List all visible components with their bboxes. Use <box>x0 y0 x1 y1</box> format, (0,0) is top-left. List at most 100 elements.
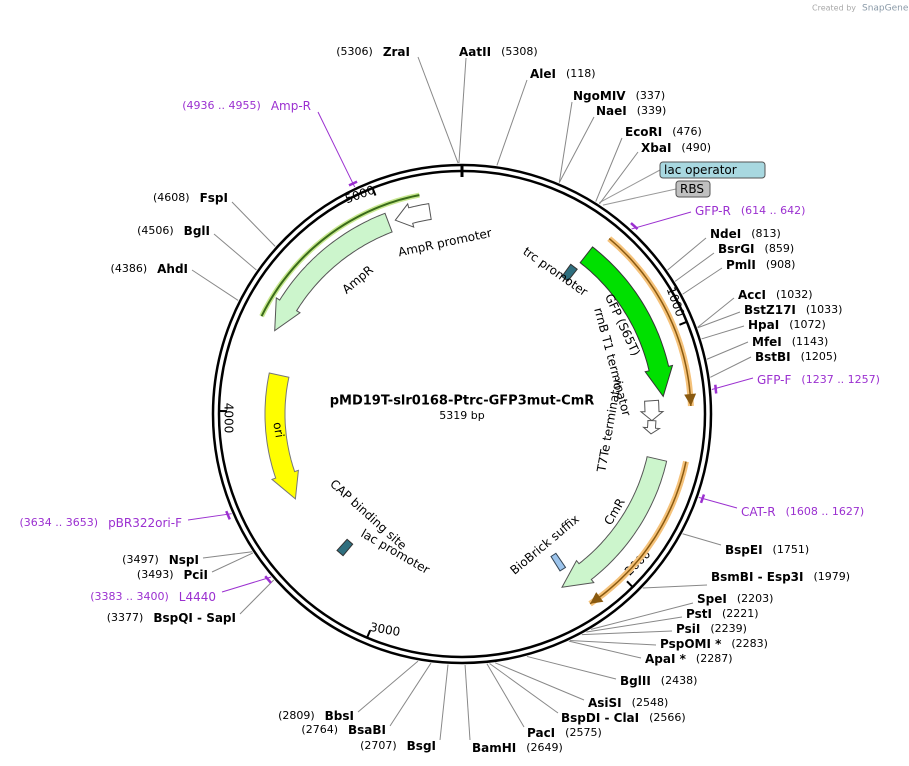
site-leader <box>697 297 735 328</box>
feature-box-label: RBS <box>680 182 704 196</box>
feature-box-label: lac operator <box>664 163 737 177</box>
primer-name: GFP-R <box>695 204 731 218</box>
site-name: PsiI <box>676 622 700 636</box>
orf-head <box>684 393 697 406</box>
tick-mark <box>679 320 688 326</box>
primer-leader <box>187 513 232 521</box>
cmr-arrow <box>561 456 668 588</box>
site-label: BstBI (1205) <box>755 350 837 364</box>
orf-head <box>590 592 604 604</box>
site-position: (2548) <box>632 696 669 709</box>
site-name: BspQI - SapI <box>153 611 236 625</box>
site-position: (2764) <box>301 723 338 736</box>
brand: SnapGene <box>862 4 909 14</box>
site-name: NaeI <box>596 104 627 118</box>
site-label: AccI (1032) <box>738 288 813 302</box>
site-label: BamHI (2649) <box>472 741 563 755</box>
site-leader <box>357 660 419 713</box>
site-leader <box>586 616 683 633</box>
site-position: (3493) <box>137 568 174 581</box>
primer-leader <box>631 211 692 230</box>
primer-leader <box>317 111 356 188</box>
site-leader <box>486 663 525 728</box>
box-leader <box>602 188 677 206</box>
site-label: (3493) PciI <box>137 568 208 582</box>
site-leader <box>599 151 639 205</box>
trc-promoter-mark <box>561 263 578 282</box>
site-name: SpeI <box>697 592 727 606</box>
primer-label: CAT-R (1608 .. 1627) <box>741 505 864 519</box>
primer-position: (3634 .. 3653) <box>20 516 99 529</box>
primer-position: (4936 .. 4955) <box>182 99 261 112</box>
primer-position: (614 .. 642) <box>741 204 806 217</box>
site-name: HpaI <box>748 318 779 332</box>
site-position: (2438) <box>661 674 698 687</box>
amp-orf <box>260 194 420 317</box>
feature-label: BioBrick suffix <box>507 512 581 578</box>
primer-label: (3383 .. 3400) L4440 <box>90 590 216 604</box>
site-leader <box>464 664 471 741</box>
site-label: (5306) ZraI <box>336 45 410 59</box>
site-label: SpeI (2203) <box>697 592 773 606</box>
site-name: BamHI <box>472 741 516 755</box>
site-name: BstBI <box>755 350 791 364</box>
site-leader <box>570 640 657 646</box>
site-position: (476) <box>672 125 702 138</box>
site-label: PsiI (2239) <box>676 622 747 636</box>
site-leader <box>558 116 595 183</box>
site-position: (1033) <box>806 303 843 316</box>
site-position: (1751) <box>773 543 810 556</box>
site-position: (339) <box>637 104 667 117</box>
site-leader <box>558 101 573 183</box>
site-name: AleI <box>530 67 556 81</box>
primer-position: (3383 .. 3400) <box>90 590 169 603</box>
site-leader <box>674 252 715 282</box>
site-label: AleI (118) <box>530 67 596 81</box>
primer-position: (1237 .. 1257) <box>801 373 880 386</box>
site-leader <box>526 655 617 680</box>
feature-label: AmpR <box>339 263 375 297</box>
ori-arrow <box>264 372 299 500</box>
site-position: (2287) <box>696 652 733 665</box>
site-label: PspOMI * (2283) <box>660 637 768 651</box>
site-label: (4608) FspI <box>153 191 228 205</box>
site-name: AsiSI <box>588 696 622 710</box>
tick-label: 4000 <box>222 403 236 434</box>
site-leader <box>211 552 254 573</box>
site-label: PstI (2221) <box>686 607 759 621</box>
primer-mark <box>714 384 718 394</box>
site-position: (2221) <box>722 607 759 620</box>
site-label: NaeI (339) <box>596 104 666 118</box>
primer-mark <box>699 494 706 504</box>
biobrick-mark <box>550 552 567 572</box>
site-name: AatII <box>459 45 491 59</box>
tick-label: 3000 <box>369 620 402 639</box>
site-label: NdeI (813) <box>710 227 781 241</box>
site-leader <box>202 551 253 559</box>
site-leader <box>239 579 275 615</box>
site-position: (1032) <box>776 288 813 301</box>
site-leader <box>458 57 467 164</box>
site-leader <box>489 663 559 714</box>
site-name: NgoMIV <box>573 89 626 103</box>
ampr-arrow <box>274 212 393 332</box>
site-position: (1072) <box>789 318 826 331</box>
map-title: pMD19T-slr0168-Ptrc-GFP3mut-CmR <box>330 394 595 409</box>
site-label: (2764) BsaBI <box>301 723 386 737</box>
site-leader <box>682 267 723 295</box>
feature-box <box>659 161 766 179</box>
site-leader <box>595 137 623 202</box>
primer-mark <box>225 510 231 520</box>
site-label: BspEI (1751) <box>725 543 809 557</box>
site-name: BsaBI <box>348 723 386 737</box>
site-label: (2707) BsgI <box>360 739 436 753</box>
site-leader <box>701 325 745 340</box>
site-leader <box>697 311 741 329</box>
site-label: AsiSI (2548) <box>588 696 668 710</box>
site-position: (908) <box>766 258 796 271</box>
site-name: BglII <box>620 674 651 688</box>
site-position: (2649) <box>526 741 563 754</box>
site-label: (4506) BglI <box>137 224 210 238</box>
site-label: (3497) NspI <box>122 553 199 567</box>
site-label: HpaI (1072) <box>748 318 826 332</box>
